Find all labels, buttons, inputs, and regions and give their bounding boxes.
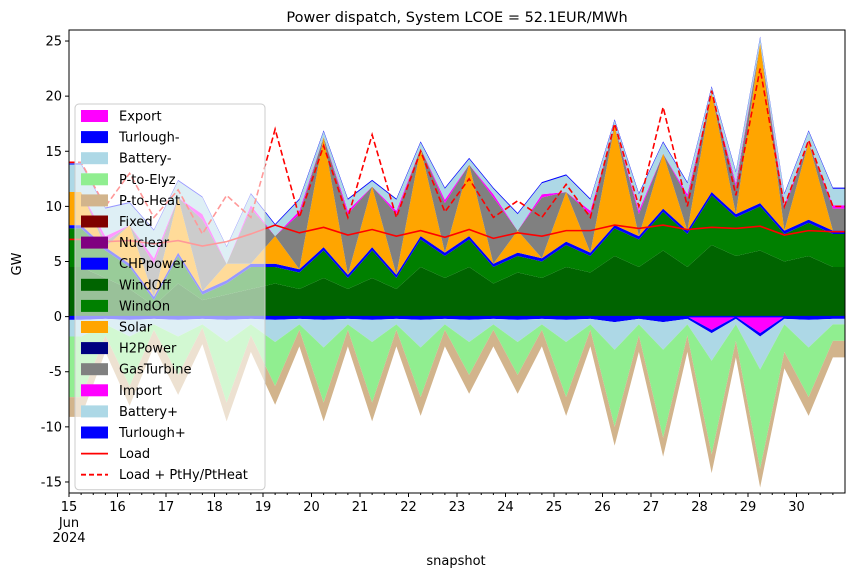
x-tick-label: 15: [61, 500, 78, 515]
legend-label-p-to-elyz: P-to-Elyz: [119, 173, 176, 188]
legend-label-nuclear: Nuclear: [119, 236, 170, 251]
legend-swatch-nuclear: [81, 236, 108, 249]
legend-swatch-battery-: [81, 405, 108, 418]
x-tick-label: 30: [788, 500, 805, 515]
legend-label-turlough-: Turlough-: [118, 131, 180, 146]
x-tick-label: 20: [303, 500, 320, 515]
x-tick-label: 27: [643, 500, 660, 515]
legend-label-import: Import: [119, 384, 162, 399]
legend-label-h2power: H2Power: [119, 342, 177, 357]
x-tick-label: 25: [546, 500, 563, 515]
x-tick-label: 23: [449, 500, 466, 515]
x-tick-label: 21: [352, 500, 369, 515]
legend-swatch-p-to-heat: [81, 194, 108, 207]
x-tick-sublabel: Jun: [58, 516, 79, 531]
y-tick-label: -15: [41, 475, 62, 490]
chart-title: Power dispatch, System LCOE = 52.1EUR/MW…: [286, 10, 627, 26]
y-tick-label: 10: [45, 200, 62, 215]
y-tick-label: 15: [45, 145, 62, 160]
legend-label-fixed: Fixed: [119, 215, 153, 230]
legend-label-export: Export: [119, 110, 162, 125]
x-tick-label: 16: [109, 500, 126, 515]
x-axis-label: snapshot: [426, 554, 485, 569]
legend-box: [74, 103, 266, 491]
legend-label-windon: WindOn: [119, 299, 170, 314]
legend: Export Turlough- Battery- P-to-Elyz P-to-Hea…: [74, 103, 266, 491]
legend-label-chppower: CHPpower: [119, 257, 187, 272]
legend-label-p-to-heat: P-to-Heat: [119, 194, 180, 209]
legend-label-battery-: Battery+: [119, 405, 178, 420]
legend-label-solar: Solar: [119, 321, 153, 336]
y-axis-label: GW: [10, 252, 25, 275]
legend-swatch-solar: [81, 321, 108, 333]
legend-swatch-p-to-elyz: [81, 173, 108, 186]
legend-swatch-h2power: [81, 342, 108, 355]
legend-label-load: Load: [119, 447, 150, 462]
legend-label-gasturbine: GasTurbine: [119, 363, 191, 378]
legend-swatch-chppower: [81, 257, 108, 270]
x-tick-sublabel: 2024: [52, 531, 85, 546]
legend-label-load-pthy-ptheat: Load + PtHy/PtHeat: [119, 468, 248, 483]
y-tick-label: 0: [54, 310, 62, 325]
x-tick-label: 22: [400, 500, 417, 515]
y-tick-label: 20: [45, 90, 62, 105]
y-tick-label: -10: [41, 420, 62, 435]
y-tick-label: 25: [45, 35, 62, 50]
negative-area-export: [69, 316, 845, 334]
legend-swatch-windoff: [81, 278, 108, 291]
legend-label-turlough-: Turlough+: [118, 426, 186, 441]
y-tick-label: -5: [49, 365, 62, 380]
legend-label-windoff: WindOff: [119, 278, 172, 293]
legend-swatch-turlough-: [81, 426, 108, 439]
legend-swatch-battery-: [81, 152, 108, 165]
legend-swatch-export: [81, 110, 108, 122]
x-tick-label: 19: [255, 500, 272, 515]
x-tick-label: 18: [206, 500, 223, 515]
legend-swatch-import: [81, 384, 108, 397]
x-tick-label: 17: [158, 500, 175, 515]
x-tick-label: 26: [594, 500, 611, 515]
x-tick-label: 29: [740, 500, 757, 515]
legend-label-battery-: Battery-: [119, 152, 172, 167]
y-axis: -15 -10 -5 0 5 10 15 20 25: [41, 35, 69, 490]
legend-swatch-windon: [81, 299, 108, 312]
positive-area-chppower: [69, 192, 845, 301]
legend-swatch-turlough-: [81, 131, 108, 144]
x-tick-label: 24: [497, 500, 514, 515]
legend-swatch-gasturbine: [81, 363, 108, 376]
legend-swatch-fixed: [81, 215, 108, 228]
x-tick-label: 28: [691, 500, 708, 515]
y-tick-label: 5: [54, 255, 62, 270]
line-load-pthy-ptheat: [69, 68, 845, 236]
